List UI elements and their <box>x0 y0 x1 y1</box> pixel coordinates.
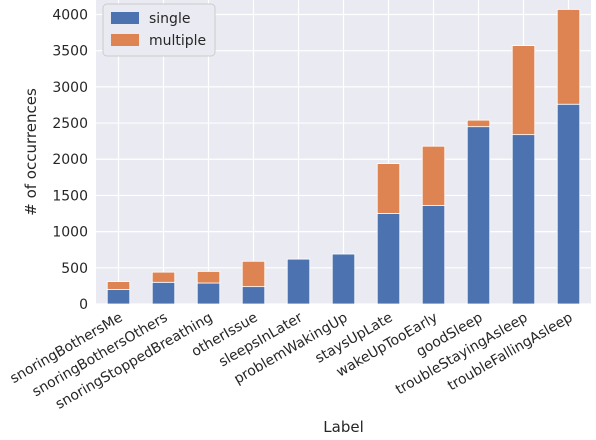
bar-multiple <box>151 271 176 283</box>
legend-swatch-multiple <box>111 34 139 46</box>
bar-single <box>286 258 311 305</box>
legend-swatch-single <box>111 12 139 24</box>
legend: single multiple <box>102 3 216 57</box>
bars <box>106 9 581 305</box>
bar-multiple <box>241 260 266 288</box>
bar-single <box>556 103 581 305</box>
bar-single <box>421 205 446 305</box>
y-tick-label: 500 <box>61 261 88 277</box>
y-tick-label: 1000 <box>52 225 88 241</box>
y-tick-label: 4000 <box>52 7 88 23</box>
y-tick-label: 3000 <box>52 80 88 96</box>
x-axis-label: Label <box>323 418 363 436</box>
legend-label-multiple: multiple <box>149 33 206 49</box>
bar-single <box>106 289 131 305</box>
bar-single <box>196 282 221 305</box>
y-tick-label: 0 <box>79 297 88 313</box>
bar-multiple <box>511 45 536 136</box>
bar-single <box>331 253 356 305</box>
bar-multiple <box>106 281 131 290</box>
y-tick-label: 2000 <box>52 152 88 168</box>
legend-label-single: single <box>149 11 190 27</box>
bar-single <box>376 213 401 305</box>
bar-multiple <box>421 145 446 206</box>
bar-single <box>151 281 176 305</box>
y-axis-label: # of occurrences <box>22 88 40 216</box>
y-tick-label: 3500 <box>52 44 88 60</box>
bar-multiple <box>196 271 221 284</box>
bar-single <box>511 134 536 305</box>
bar-single <box>241 286 266 305</box>
bar-multiple <box>556 9 581 105</box>
bar-multiple <box>376 163 401 214</box>
y-tick-labels: 0 500 1000 1500 2000 2500 3000 3500 4000 <box>52 7 88 313</box>
x-tick-labels: snoringBothersMesnoringBothersOtherssnor… <box>7 309 575 412</box>
bar-multiple <box>466 119 491 128</box>
y-tick-label: 2500 <box>52 116 88 132</box>
bar-single <box>466 126 491 305</box>
y-tick-label: 1500 <box>52 188 88 204</box>
